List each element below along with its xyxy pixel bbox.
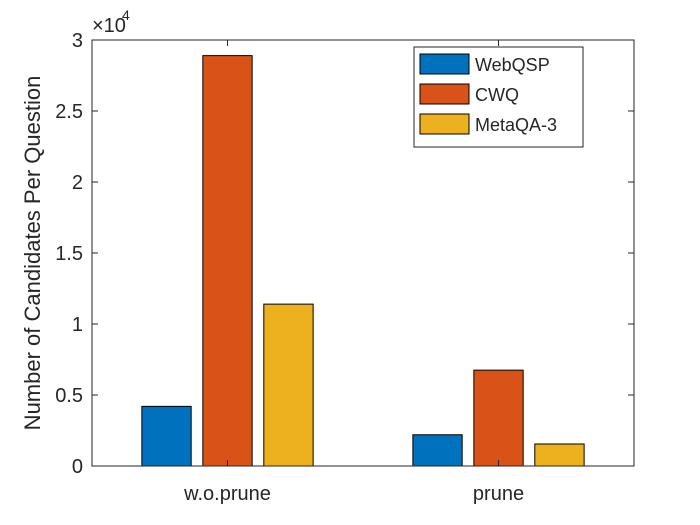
x-tick-label: prune	[473, 483, 524, 505]
bar-webqsp-w-o-prune	[141, 405, 192, 467]
bar-webqsp-prune	[412, 434, 463, 467]
bar-metaqa-3-prune	[534, 443, 585, 467]
y-tick-label: 3	[72, 30, 83, 52]
bars-group	[141, 55, 585, 467]
legend: WebQSP CWQ MetaQA-3	[413, 46, 584, 148]
y-axis-ticks: 0 0.5 1 1.5 2 2.5 3	[55, 30, 634, 478]
bar-metaqa-3-w-o-prune	[263, 303, 314, 467]
legend-label-metaqa-3: MetaQA-3	[475, 115, 557, 135]
y-axis-label: Number of Candidates Per Question	[20, 76, 45, 431]
legend-label-webqsp: WebQSP	[475, 55, 550, 75]
legend-swatch-webqsp	[419, 53, 470, 75]
y-tick-label: 2	[72, 172, 83, 194]
legend-swatch-cwq	[419, 83, 470, 105]
y-tick-label: 0.5	[55, 385, 83, 407]
legend-swatch-metaqa-3	[419, 113, 470, 135]
y-tick-label: 1.5	[55, 243, 83, 265]
y-tick-label: 2.5	[55, 101, 83, 123]
y-tick-label: 0	[72, 456, 83, 478]
x-axis-ticks: w.o.prune prune	[183, 40, 524, 505]
y-tick-label: 1	[72, 314, 83, 336]
y-exponent-base: ×10	[92, 15, 126, 37]
bar-cwq-prune	[473, 369, 524, 467]
bar-cwq-w-o-prune	[202, 55, 253, 467]
y-exponent-power: 4	[122, 7, 130, 23]
legend-label-cwq: CWQ	[475, 85, 519, 105]
x-tick-label: w.o.prune	[183, 483, 271, 505]
